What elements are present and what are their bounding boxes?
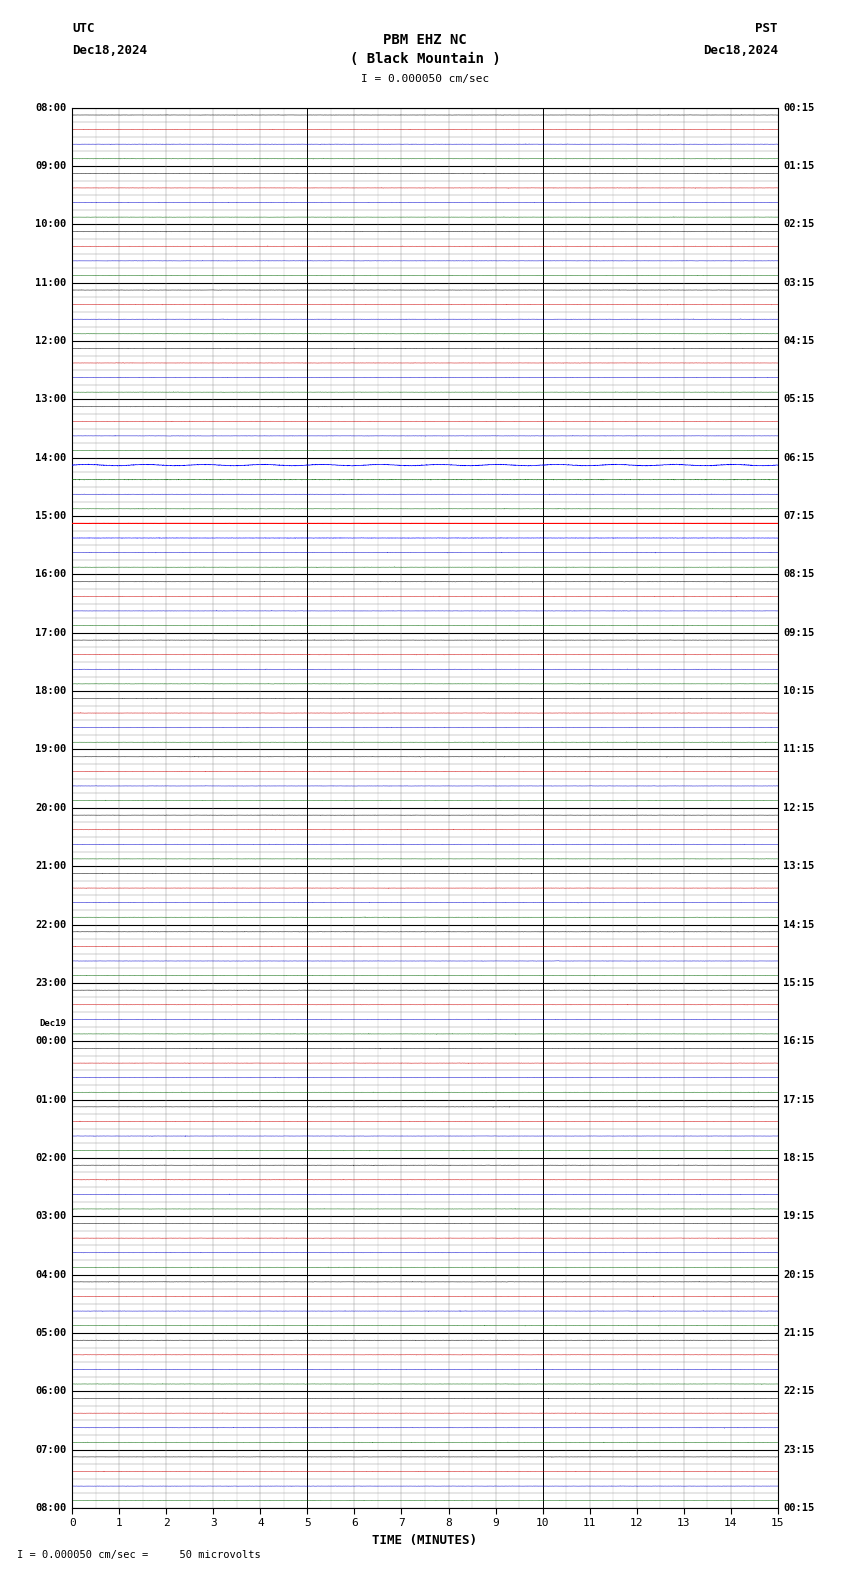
Text: 04:00: 04:00 bbox=[36, 1270, 66, 1280]
Text: 00:00: 00:00 bbox=[36, 1036, 66, 1045]
Text: 13:15: 13:15 bbox=[784, 862, 814, 871]
Text: 20:00: 20:00 bbox=[36, 803, 66, 813]
Text: UTC: UTC bbox=[72, 22, 94, 35]
Text: 06:15: 06:15 bbox=[784, 453, 814, 463]
Text: 15:00: 15:00 bbox=[36, 512, 66, 521]
Text: 08:15: 08:15 bbox=[784, 570, 814, 580]
Text: 16:00: 16:00 bbox=[36, 570, 66, 580]
Text: 19:15: 19:15 bbox=[784, 1212, 814, 1221]
X-axis label: TIME (MINUTES): TIME (MINUTES) bbox=[372, 1533, 478, 1548]
Text: 07:00: 07:00 bbox=[36, 1445, 66, 1454]
Text: 04:15: 04:15 bbox=[784, 336, 814, 345]
Text: 18:00: 18:00 bbox=[36, 686, 66, 695]
Text: 22:15: 22:15 bbox=[784, 1386, 814, 1396]
Text: 01:15: 01:15 bbox=[784, 162, 814, 171]
Text: PST: PST bbox=[756, 22, 778, 35]
Text: 20:15: 20:15 bbox=[784, 1270, 814, 1280]
Text: 09:00: 09:00 bbox=[36, 162, 66, 171]
Text: 10:15: 10:15 bbox=[784, 686, 814, 695]
Text: 03:00: 03:00 bbox=[36, 1212, 66, 1221]
Text: 14:15: 14:15 bbox=[784, 920, 814, 930]
Text: 06:00: 06:00 bbox=[36, 1386, 66, 1396]
Text: I = 0.000050 cm/sec =     50 microvolts: I = 0.000050 cm/sec = 50 microvolts bbox=[17, 1551, 261, 1560]
Text: 21:15: 21:15 bbox=[784, 1327, 814, 1338]
Text: 07:15: 07:15 bbox=[784, 512, 814, 521]
Text: 05:00: 05:00 bbox=[36, 1327, 66, 1338]
Text: 23:15: 23:15 bbox=[784, 1445, 814, 1454]
Text: 14:00: 14:00 bbox=[36, 453, 66, 463]
Text: 00:15: 00:15 bbox=[784, 103, 814, 112]
Text: 03:15: 03:15 bbox=[784, 277, 814, 288]
Text: 11:00: 11:00 bbox=[36, 277, 66, 288]
Text: 15:15: 15:15 bbox=[784, 977, 814, 988]
Text: 12:00: 12:00 bbox=[36, 336, 66, 345]
Text: PBM EHZ NC: PBM EHZ NC bbox=[383, 33, 467, 46]
Text: 09:15: 09:15 bbox=[784, 627, 814, 638]
Text: 00:15: 00:15 bbox=[784, 1503, 814, 1513]
Text: ( Black Mountain ): ( Black Mountain ) bbox=[349, 52, 501, 65]
Text: 10:00: 10:00 bbox=[36, 220, 66, 230]
Text: 08:00: 08:00 bbox=[36, 1503, 66, 1513]
Text: 01:00: 01:00 bbox=[36, 1095, 66, 1104]
Text: 11:15: 11:15 bbox=[784, 744, 814, 754]
Text: 02:15: 02:15 bbox=[784, 220, 814, 230]
Text: 17:15: 17:15 bbox=[784, 1095, 814, 1104]
Text: Dec18,2024: Dec18,2024 bbox=[703, 44, 778, 57]
Text: 02:00: 02:00 bbox=[36, 1153, 66, 1163]
Text: 05:15: 05:15 bbox=[784, 394, 814, 404]
Text: 22:00: 22:00 bbox=[36, 920, 66, 930]
Text: Dec18,2024: Dec18,2024 bbox=[72, 44, 147, 57]
Text: 23:00: 23:00 bbox=[36, 977, 66, 988]
Text: 13:00: 13:00 bbox=[36, 394, 66, 404]
Text: 19:00: 19:00 bbox=[36, 744, 66, 754]
Text: 12:15: 12:15 bbox=[784, 803, 814, 813]
Text: 08:00: 08:00 bbox=[36, 103, 66, 112]
Text: 21:00: 21:00 bbox=[36, 862, 66, 871]
Text: 17:00: 17:00 bbox=[36, 627, 66, 638]
Text: 16:15: 16:15 bbox=[784, 1036, 814, 1045]
Text: Dec19: Dec19 bbox=[40, 1019, 66, 1028]
Text: I = 0.000050 cm/sec: I = 0.000050 cm/sec bbox=[361, 74, 489, 84]
Text: 18:15: 18:15 bbox=[784, 1153, 814, 1163]
